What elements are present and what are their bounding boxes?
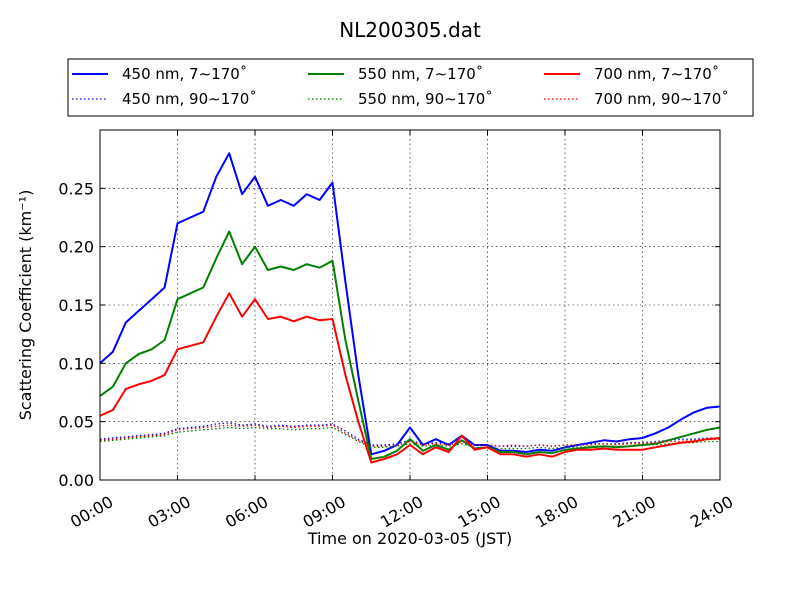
series-line-2	[99, 230, 721, 460]
legend-label-3: 550 nm, 90∼170˚	[358, 90, 493, 108]
y-tick-label: 0.25	[58, 179, 94, 198]
x-tick-label: 03:00	[144, 492, 193, 532]
y-tick-label: 0.15	[58, 296, 94, 315]
x-tick-label: 00:00	[67, 492, 116, 532]
series-line-5	[99, 424, 720, 447]
y-tick-label: 0.10	[58, 354, 94, 373]
x-axis-label: Time on 2020-03-05 (JST)	[307, 529, 512, 548]
legend-label-4: 700 nm, 7∼170˚	[594, 65, 719, 83]
series-line-4	[99, 292, 721, 464]
x-tick-label: 12:00	[377, 492, 426, 532]
x-tick-label: 06:00	[222, 492, 271, 532]
y-tick-label: 0.00	[58, 471, 94, 490]
x-tick-label: 18:00	[532, 492, 581, 532]
legend-label-5: 700 nm, 90∼170˚	[594, 90, 729, 108]
series-line-3	[99, 426, 720, 450]
series-line-0	[99, 152, 721, 456]
chart-title: NL200305.dat	[339, 18, 481, 42]
x-tick-label: 24:00	[687, 492, 736, 532]
x-tick-label: 15:00	[454, 492, 503, 532]
x-tick-label: 21:00	[609, 492, 658, 532]
legend-box	[67, 58, 754, 117]
x-tick-label: 09:00	[299, 492, 348, 532]
y-axis-label: Scattering Coefficient (km⁻¹)	[16, 190, 35, 421]
y-tick-label: 0.05	[58, 413, 94, 432]
series-line-1	[99, 422, 720, 447]
y-axis: 0.00 0.05 0.10 0.15 0.20 0.25	[58, 179, 720, 490]
legend-label-2: 550 nm, 7∼170˚	[358, 65, 483, 83]
legend-label-0: 450 nm, 7∼170˚	[122, 65, 247, 83]
legend-label-1: 450 nm, 90∼170˚	[122, 90, 257, 108]
plot-area	[99, 152, 721, 464]
legend: 450 nm, 7∼170˚ 550 nm, 7∼170˚ 700 nm, 7∼17…	[67, 58, 754, 117]
y-tick-label: 0.20	[58, 238, 94, 257]
